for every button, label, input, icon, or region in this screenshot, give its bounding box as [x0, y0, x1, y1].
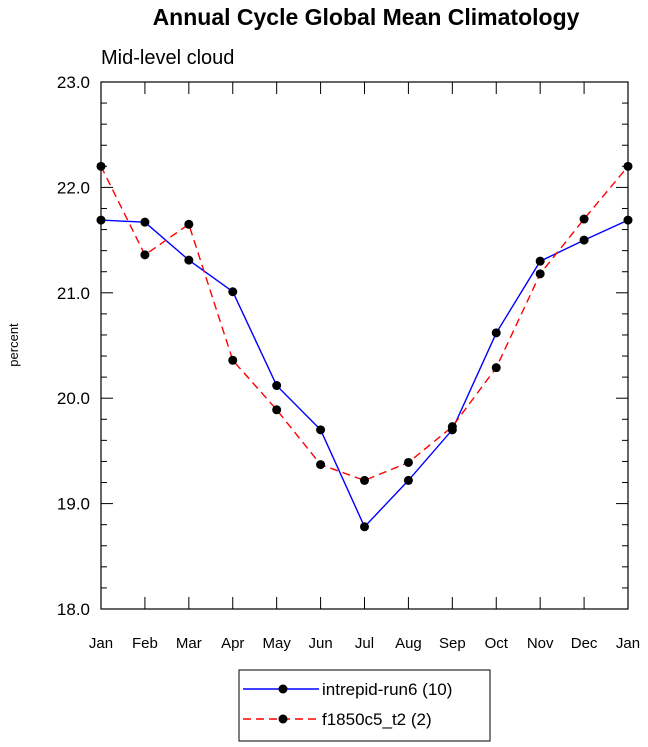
chart-title: Annual Cycle Global Mean Climatology — [153, 4, 580, 30]
x-tick-label: Feb — [132, 635, 158, 652]
y-axis-label: percent — [6, 323, 21, 367]
x-tick-label: Jan — [89, 635, 113, 652]
data-point-series-0 — [272, 381, 282, 391]
data-point-series-1 — [96, 161, 106, 171]
y-tick-label: 22.0 — [57, 178, 90, 197]
data-point-series-1 — [491, 363, 501, 373]
data-point-series-0 — [403, 475, 413, 485]
data-point-series-0 — [140, 217, 150, 227]
legend-marker-0 — [278, 684, 288, 694]
data-point-series-1 — [535, 269, 545, 279]
data-point-series-1 — [579, 214, 589, 224]
y-tick-label: 19.0 — [57, 495, 90, 514]
x-tick-label: Oct — [485, 635, 509, 652]
x-tick-label: Apr — [221, 635, 244, 652]
x-tick-label: Sep — [439, 635, 466, 652]
x-tick-label: Jul — [355, 635, 374, 652]
data-point-series-0 — [491, 328, 501, 338]
legend: intrepid-run6 (10) f1850c5_t2 (2) — [238, 669, 491, 742]
data-point-series-0 — [623, 215, 633, 225]
legend-label-0: intrepid-run6 (10) — [322, 680, 452, 699]
data-point-series-1 — [184, 219, 194, 229]
data-point-series-1 — [316, 460, 326, 470]
data-point-series-0 — [184, 255, 194, 265]
legend-marker-1 — [278, 714, 288, 724]
x-tick-label: Aug — [395, 635, 422, 652]
data-point-series-1 — [360, 475, 369, 485]
data-point-series-1 — [447, 422, 457, 432]
data-point-series-1 — [403, 457, 413, 467]
x-tick-label: Nov — [527, 635, 554, 652]
data-point-series-1 — [228, 355, 238, 365]
x-tick-label: Mar — [176, 635, 202, 652]
data-point-series-0 — [360, 522, 369, 532]
data-point-series-0 — [96, 215, 106, 225]
y-tick-label: 23.0 — [57, 73, 90, 92]
data-point-series-1 — [272, 405, 282, 415]
x-tick-label: Jan — [616, 635, 640, 652]
series-line-1 — [100, 165, 629, 482]
y-tick-label: 21.0 — [57, 284, 90, 303]
data-point-series-1 — [623, 161, 633, 171]
chart-subtitle: Mid-level cloud — [101, 47, 234, 69]
legend-box — [238, 669, 491, 742]
data-point-series-0 — [316, 425, 326, 435]
data-point-series-0 — [535, 256, 545, 266]
x-tick-label: Dec — [571, 635, 598, 652]
y-tick-label: 20.0 — [57, 389, 90, 408]
legend-label-1: f1850c5_t2 (2) — [322, 710, 432, 729]
data-point-series-0 — [228, 287, 238, 297]
data-point-series-1 — [140, 250, 150, 260]
y-tick-label: 18.0 — [57, 600, 90, 619]
x-tick-label: Jun — [308, 635, 332, 652]
x-tick-label: May — [262, 635, 291, 652]
data-point-series-0 — [579, 235, 589, 245]
